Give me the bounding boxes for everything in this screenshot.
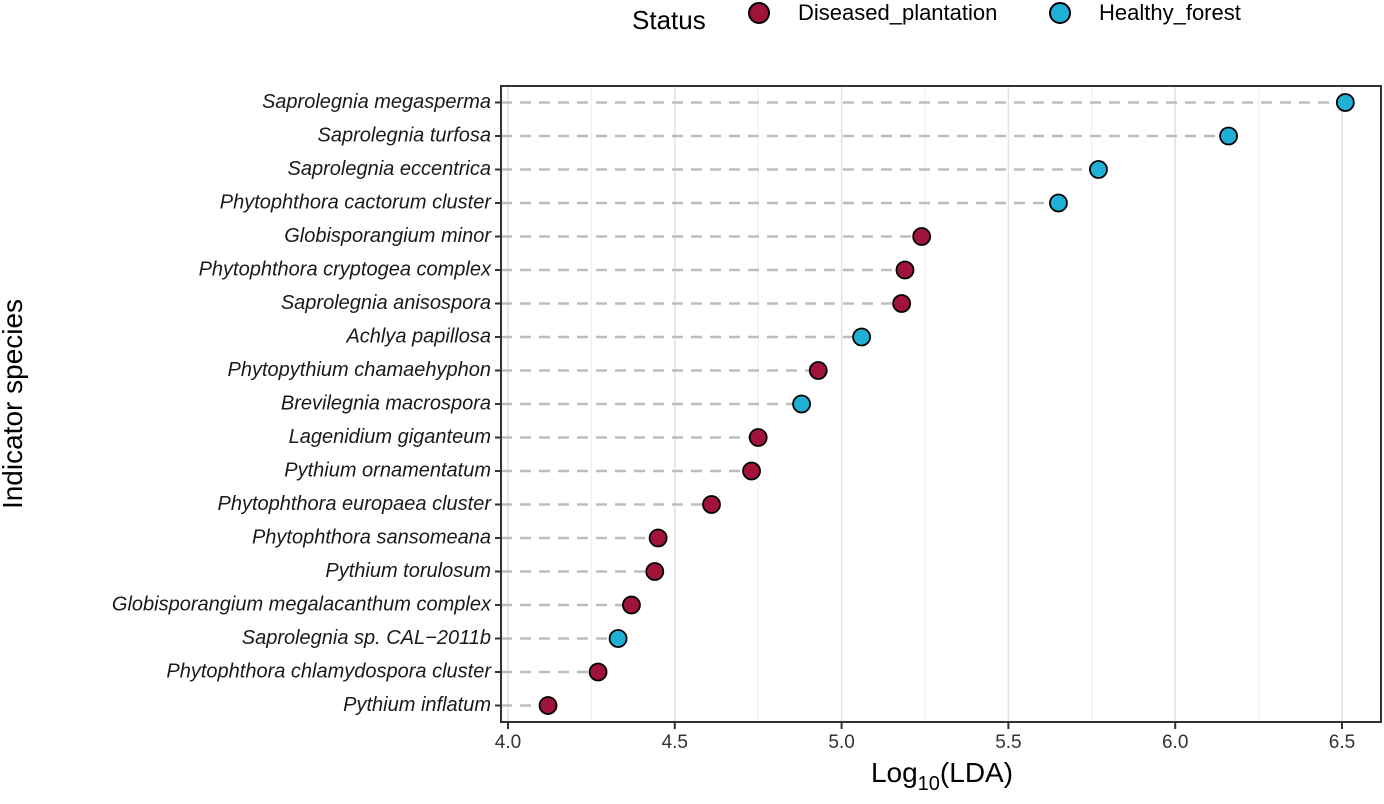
- y-tick-label: Globisporangium minor: [284, 225, 492, 247]
- data-point: [1335, 93, 1355, 112]
- y-tick-label: Phytophthora cryptogea complex: [199, 258, 492, 280]
- y-tick-label: Phytophthora sansomeana: [252, 526, 491, 548]
- lollipop-segments: [501, 101, 1346, 707]
- y-tick-label: Brevilegnia macrospora: [281, 392, 491, 414]
- x-ticks: 4.0 4.5 5.0 5.5 6.0 6.5: [495, 722, 1355, 753]
- data-point: [792, 394, 811, 414]
- x-tick-label: 5.0: [828, 732, 854, 753]
- y-tick-label: Saprolegnia megasperma: [262, 91, 491, 113]
- data-point: [1219, 126, 1238, 146]
- y-tick-label: Saprolegnia eccentrica: [288, 158, 491, 180]
- data-point: [912, 227, 932, 246]
- data-point: [1089, 160, 1108, 179]
- y-tick-label: Saprolegnia anisospora: [281, 292, 491, 314]
- y-tick-label: Saprolegnia sp. CAL−2011b: [242, 627, 491, 649]
- x-axis-title: Log10(LDA): [871, 757, 1013, 795]
- y-tick-label: Phytophthora cactorum cluster: [220, 191, 493, 213]
- y-tick-label: Pythium ornamentatum: [284, 459, 491, 481]
- x-tick-label: 5.5: [995, 732, 1021, 753]
- y-tick-label: Pythium torulosum: [325, 560, 491, 582]
- y-tick-label: Phytopythium chamaehyphon: [228, 359, 492, 381]
- plot-panel: [501, 86, 1381, 722]
- x-tick-label: 6.0: [1162, 732, 1188, 753]
- legend: Status Diseased_plantation Healthy_fores…: [632, 0, 1241, 35]
- x-tick-label: 6.5: [1329, 732, 1355, 753]
- data-point: [588, 662, 608, 682]
- data-point: [895, 260, 915, 280]
- data-point: [702, 495, 721, 514]
- data-point: [1049, 193, 1068, 213]
- x-axis-title-main: Log: [871, 757, 918, 788]
- grid-lines: [507, 86, 1343, 722]
- y-tick-label: Achlya papillosa: [345, 325, 491, 347]
- y-tick-label: Pythium inflatum: [343, 694, 491, 716]
- data-point: [608, 629, 628, 648]
- y-tick-label: Globisporangium megalacanthum complex: [112, 593, 492, 615]
- y-tick-labels: Saprolegnia megasperma Saprolegnia turfos…: [112, 91, 501, 716]
- data-point: [538, 696, 558, 715]
- data-point: [742, 461, 761, 481]
- data-point: [852, 327, 872, 347]
- legend-label-healthy: Healthy_forest: [1099, 0, 1241, 25]
- data-point: [622, 595, 641, 615]
- data-point: [808, 361, 828, 380]
- y-tick-label: Saprolegnia turfosa: [318, 124, 491, 146]
- data-point: [748, 428, 768, 447]
- y-tick-label: Phytophthora chlamydospora cluster: [166, 660, 492, 682]
- legend-title: Status: [632, 5, 706, 35]
- legend-label-diseased: Diseased_plantation: [798, 0, 997, 25]
- y-tick-label: Phytophthora europaea cluster: [217, 493, 492, 515]
- x-tick-label: 4.5: [662, 732, 688, 753]
- data-point: [645, 562, 665, 581]
- x-tick-label: 4.0: [495, 732, 521, 753]
- data-point: [892, 294, 912, 313]
- legend-marker-healthy: [1049, 2, 1071, 24]
- data-points: [538, 93, 1355, 715]
- y-tick-label: Lagenidium giganteum: [289, 426, 491, 448]
- y-axis-title: Indicator species: [0, 299, 28, 509]
- legend-marker-diseased: [748, 2, 770, 24]
- x-axis-title-rest: (LDA): [940, 757, 1013, 788]
- data-point: [648, 528, 668, 548]
- x-axis-title-subscript: 10: [918, 773, 940, 795]
